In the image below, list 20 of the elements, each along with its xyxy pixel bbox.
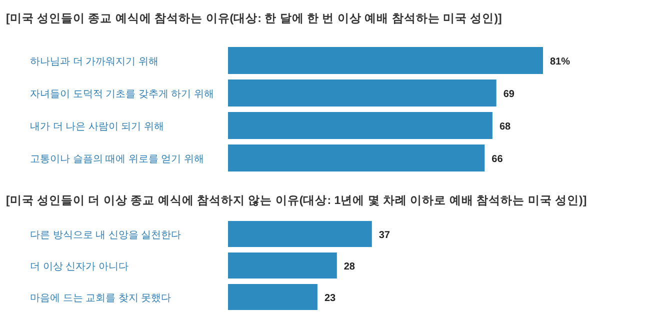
data-label: 28 <box>344 262 356 272</box>
data-label: 37 <box>378 230 390 241</box>
y-tick-label: 자녀들이 도덕적 기초를 갖추게 하기 위해 <box>30 89 214 100</box>
y-tick-label: 하나님과 더 가까워지기 위해 <box>30 56 158 68</box>
data-label: 23 <box>324 293 336 304</box>
y-tick-label: 내가 더 나은 사람이 되기 위해 <box>30 122 164 132</box>
chart-title: [미국 성인들이 더 이상 종교 예식에 참석하지 않는 이유(대상: 1년에 몇 차례 이하로 예배 참석하는 미국 성인)] <box>6 194 587 207</box>
bar <box>228 112 492 139</box>
bar <box>228 47 543 74</box>
data-label: 69 <box>503 89 515 100</box>
y-tick-label: 더 이상 신자가 아니다 <box>30 262 128 272</box>
data-label: 81% <box>550 56 570 68</box>
y-tick-label: 고통이나 슬픔의 때에 위로를 얻기 위해 <box>30 154 204 165</box>
y-tick-label: 다른 방식으로 내 신앙을 실천한다 <box>30 230 182 241</box>
bar <box>228 80 496 106</box>
bar <box>228 144 485 172</box>
data-label: 68 <box>499 122 512 132</box>
data-label: 66 <box>492 154 504 165</box>
chart-title: [미국 성인들이 종교 예식에 참석하는 이유(대상: 한 달에 한 번 이상 예배 참석하는 미국 성인)] <box>6 12 502 25</box>
y-tick-label: 마음에 드는 교회를 찾지 못했다 <box>30 293 172 304</box>
